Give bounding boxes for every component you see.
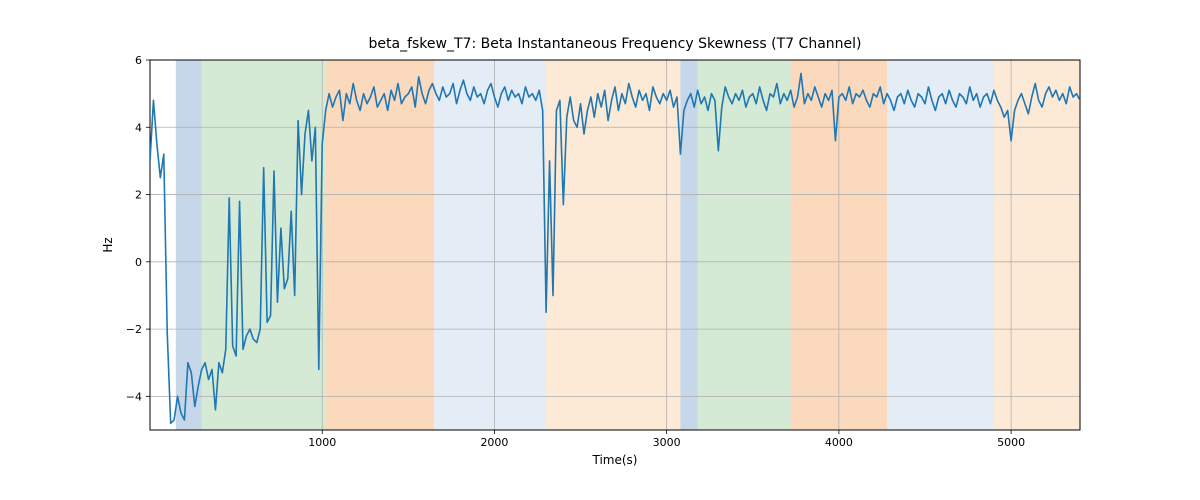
- x-axis-label: Time(s): [592, 453, 638, 467]
- bg-region: [698, 60, 791, 430]
- bg-region: [176, 60, 202, 430]
- x-tick-label: 2000: [480, 436, 508, 449]
- bg-region: [994, 60, 1080, 430]
- chart-title: beta_fskew_T7: Beta Instantaneous Freque…: [369, 36, 862, 52]
- line-chart: 1000 2000 3000 4000 5000 −4 −2 0 2 4 6 beta_fskew…: [0, 0, 1200, 500]
- chart-container: 1000 2000 3000 4000 5000 −4 −2 0 2 4 6 beta_fskew…: [0, 0, 1200, 500]
- x-tick-label: 4000: [825, 436, 853, 449]
- x-tick-label: 3000: [653, 436, 681, 449]
- y-tick-label: 2: [135, 189, 142, 202]
- y-tick-label: −4: [126, 390, 142, 403]
- y-tick-label: 6: [135, 54, 142, 67]
- x-ticks: 1000 2000 3000 4000 5000: [308, 430, 1025, 449]
- bg-region: [434, 60, 546, 430]
- background-regions: [176, 60, 1080, 430]
- y-tick-label: −2: [126, 323, 142, 336]
- bg-region: [887, 60, 994, 430]
- x-tick-label: 1000: [308, 436, 336, 449]
- y-tick-label: 0: [135, 256, 142, 269]
- x-tick-label: 5000: [997, 436, 1025, 449]
- y-ticks: −4 −2 0 2 4 6: [126, 54, 150, 403]
- y-axis-label: Hz: [101, 237, 115, 252]
- y-tick-label: 4: [135, 121, 142, 134]
